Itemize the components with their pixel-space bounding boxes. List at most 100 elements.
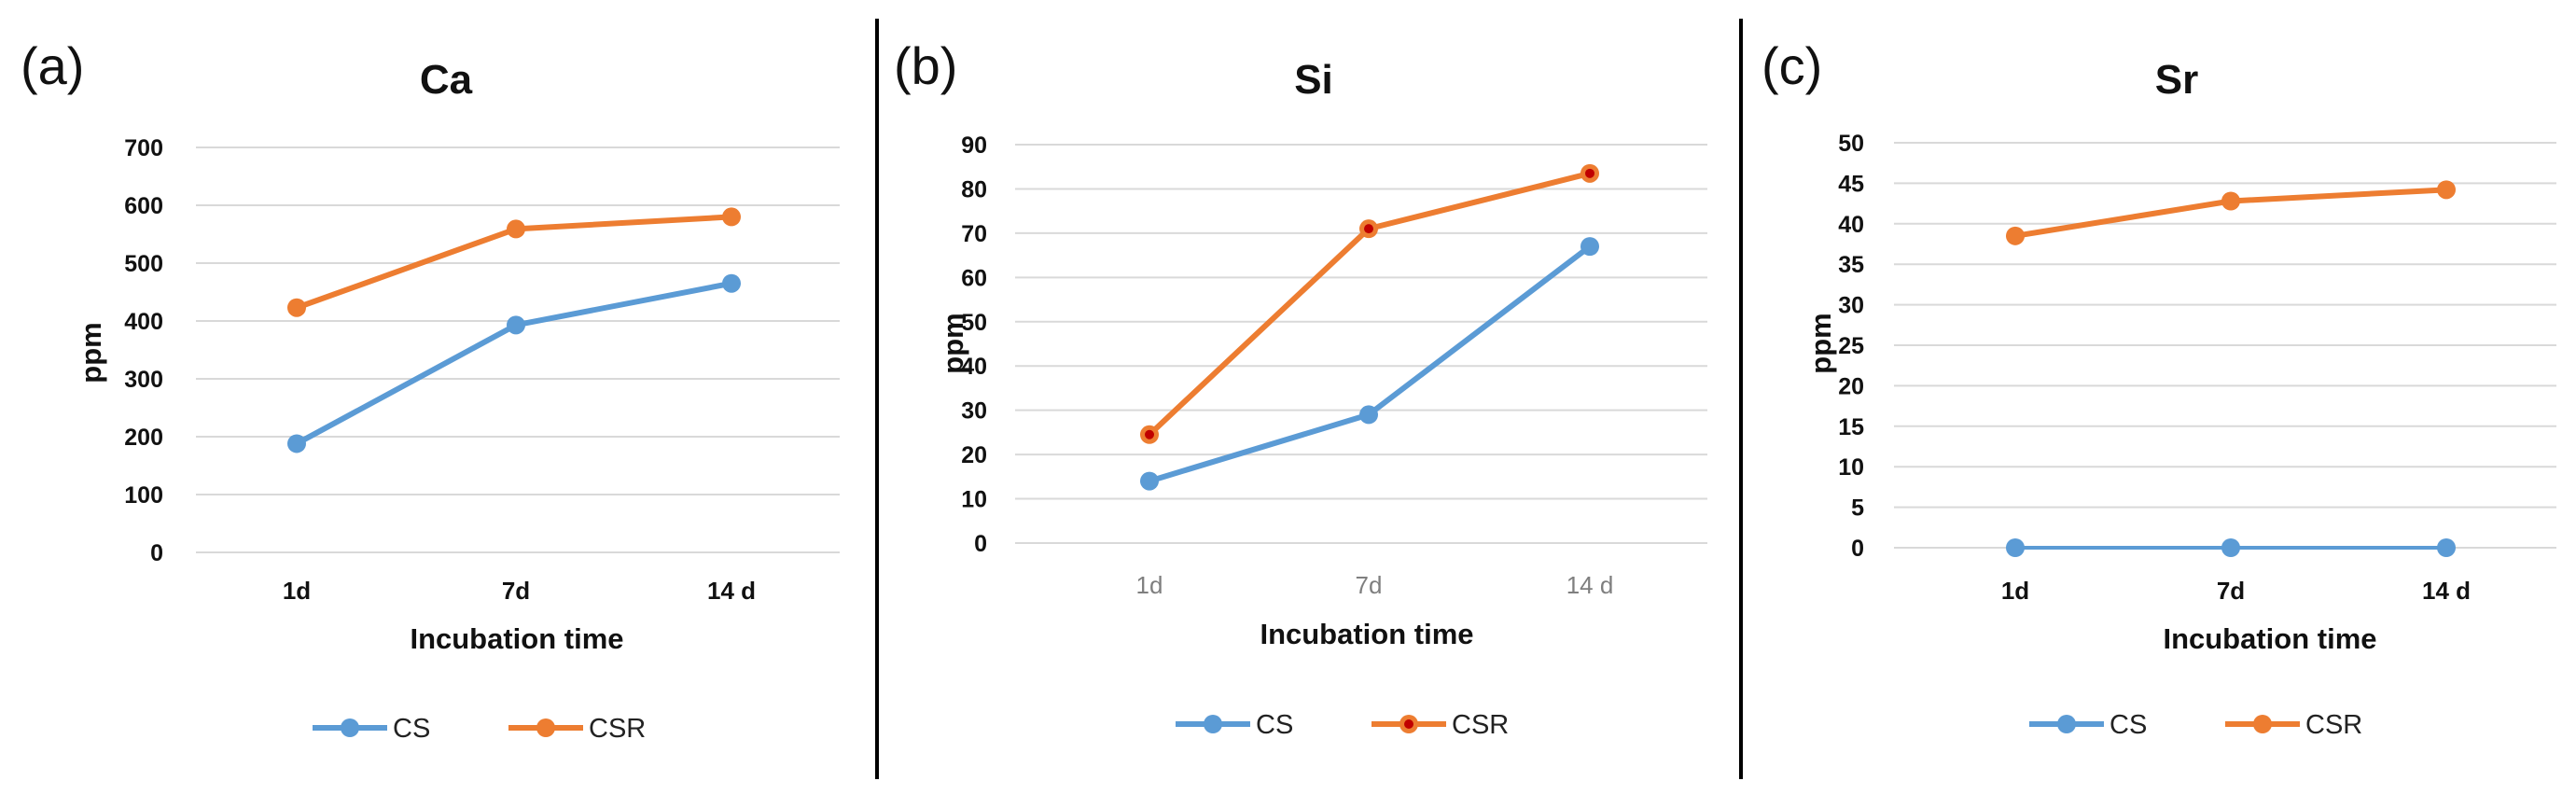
x-axis-title-ca: Incubation time	[410, 622, 623, 655]
y-tick-label-si-60: 60	[961, 265, 987, 291]
y-tick-label-ca-400: 400	[124, 309, 163, 335]
y-tick-label-si-50: 50	[961, 310, 987, 336]
y-axis-title-sr: ppm	[1804, 313, 1837, 373]
data-point-ca-csr-1	[507, 219, 525, 239]
series-line-ca-cs	[294, 280, 734, 447]
x-tick-label-si-0: 1d	[1136, 571, 1163, 599]
data-point-si-cs-2	[1580, 237, 1599, 257]
legend-swatch-marker-ca-cs	[341, 718, 359, 737]
legend-si: CS CSR	[1176, 710, 1509, 740]
y-tick-label-si-70: 70	[961, 221, 987, 247]
legend-ca: CS CSR	[313, 714, 646, 744]
y-tick-label-sr-50: 50	[1838, 131, 1864, 157]
data-point-sr-csr-1	[2221, 191, 2240, 211]
legend-sr: CS CSR	[2029, 710, 2362, 740]
y-tick-label-ca-700: 700	[124, 135, 163, 161]
x-tick-labels-si: 1d 7d 14 d	[1136, 571, 1614, 599]
chart-panel-sr: (c) Sr ppm Incubation time 0 5 10 15 20 25 30 3…	[1761, 36, 2556, 740]
y-tick-label-si-0: 0	[974, 531, 987, 557]
y-tick-label-sr-35: 35	[1838, 252, 1864, 278]
chart-title-sr: Sr	[2155, 57, 2198, 103]
legend-swatch-marker-ca-csr	[536, 718, 555, 737]
data-point-sr-cs-0	[2006, 538, 2025, 557]
data-point-ca-csr-0	[287, 298, 306, 317]
x-axis-title-sr: Incubation time	[2163, 622, 2376, 655]
data-point-core-si-csr-2	[1585, 168, 1594, 178]
y-tick-label-si-40: 40	[961, 354, 987, 380]
chart-panel-si: (b) Si ppm Incubation time 0 10 20 30 40 50 60…	[894, 36, 1707, 740]
y-tick-label-sr-30: 30	[1838, 293, 1864, 319]
x-axis-title-si: Incubation time	[1260, 618, 1473, 650]
legend-label-si-csr: CSR	[1452, 710, 1509, 740]
x-tick-label-ca-0: 1d	[283, 577, 311, 605]
data-point-sr-csr-2	[2437, 180, 2456, 200]
legend-swatch-marker-si-cs	[1204, 715, 1222, 733]
series-lines-sr	[2006, 180, 2456, 557]
data-point-sr-cs-2	[2437, 538, 2456, 557]
legend-swatch-marker-sr-cs	[2057, 715, 2076, 733]
y-tick-label-sr-0: 0	[1851, 536, 1864, 562]
y-tick-label-ca-0: 0	[150, 540, 163, 566]
y-tick-label-sr-45: 45	[1838, 171, 1864, 197]
y-tick-label-sr-5: 5	[1851, 495, 1864, 522]
y-tick-label-sr-15: 15	[1838, 414, 1864, 440]
x-tick-label-ca-1: 7d	[502, 577, 530, 605]
series-line-si-cs	[1147, 244, 1593, 484]
legend-label-ca-cs: CS	[393, 714, 430, 744]
y-tick-label-sr-40: 40	[1838, 212, 1864, 238]
y-tick-label-si-10: 10	[961, 487, 987, 513]
y-tick-labels-sr: 0 5 10 15 20 25 30 35 40 45 50	[1838, 131, 1864, 562]
panel-label-a: (a)	[21, 36, 84, 95]
chart-title-ca: Ca	[420, 57, 473, 103]
legend-label-sr-cs: CS	[2110, 710, 2147, 740]
y-tick-label-ca-500: 500	[124, 251, 163, 277]
data-point-si-cs-0	[1140, 471, 1159, 491]
series-lines-si	[1140, 163, 1599, 491]
y-tick-label-ca-300: 300	[124, 367, 163, 393]
chart-panel-ca: (a) Ca ppm Incubation time 0 100 200 300 400…	[21, 36, 840, 744]
data-point-sr-csr-0	[2006, 226, 2025, 245]
y-tick-label-ca-600: 600	[124, 193, 163, 219]
grid-ca	[196, 146, 840, 553]
y-tick-label-sr-10: 10	[1838, 454, 1864, 481]
y-tick-label-ca-200: 200	[124, 425, 163, 451]
x-tick-labels-sr: 1d 7d 14 d	[2001, 577, 2471, 605]
panel-label-b: (b)	[894, 36, 957, 95]
x-tick-label-sr-1: 7d	[2217, 577, 2245, 605]
chart-title-si: Si	[1294, 57, 1333, 103]
x-tick-label-si-1: 7d	[1356, 571, 1383, 599]
y-axis-title-si: ppm	[937, 313, 969, 373]
y-tick-label-ca-100: 100	[124, 482, 163, 509]
data-point-ca-csr-2	[722, 207, 741, 227]
data-point-sr-cs-1	[2221, 538, 2240, 557]
x-tick-label-ca-2: 14 d	[707, 577, 756, 605]
y-tick-label-si-80: 80	[961, 176, 987, 202]
y-tick-labels-si: 0 10 20 30 40 50 60 70 80 90	[961, 132, 987, 557]
y-tick-labels-ca: 0 100 200 300 400 500 600 700	[124, 135, 163, 566]
y-tick-label-si-20: 20	[961, 442, 987, 468]
data-point-core-si-csr-1	[1364, 224, 1373, 234]
y-tick-label-sr-20: 20	[1838, 373, 1864, 399]
data-point-core-si-csr-0	[1145, 429, 1154, 439]
y-tick-label-si-90: 90	[961, 132, 987, 159]
y-tick-label-sr-25: 25	[1838, 333, 1864, 359]
legend-label-sr-csr: CSR	[2305, 710, 2362, 740]
data-point-ca-cs-1	[507, 315, 525, 335]
x-tick-label-sr-2: 14 d	[2422, 577, 2471, 605]
grid-si	[1015, 144, 1707, 544]
legend-label-si-cs: CS	[1256, 710, 1293, 740]
panel-label-c: (c)	[1761, 36, 1822, 95]
x-tick-label-sr-0: 1d	[2001, 577, 2029, 605]
y-axis-title-ca: ppm	[75, 322, 107, 383]
x-tick-labels-ca: 1d 7d 14 d	[283, 577, 756, 605]
data-point-si-cs-1	[1359, 405, 1378, 425]
x-tick-label-si-2: 14 d	[1566, 571, 1614, 599]
series-lines-ca	[287, 207, 741, 453]
legend-label-ca-csr: CSR	[589, 714, 646, 744]
data-point-ca-cs-2	[722, 273, 741, 293]
data-point-ca-cs-0	[287, 434, 306, 453]
legend-swatch-marker-sr-csr	[2253, 715, 2272, 733]
legend-swatch-core-si-csr	[1404, 719, 1413, 729]
series-line-si-csr	[1147, 170, 1593, 438]
